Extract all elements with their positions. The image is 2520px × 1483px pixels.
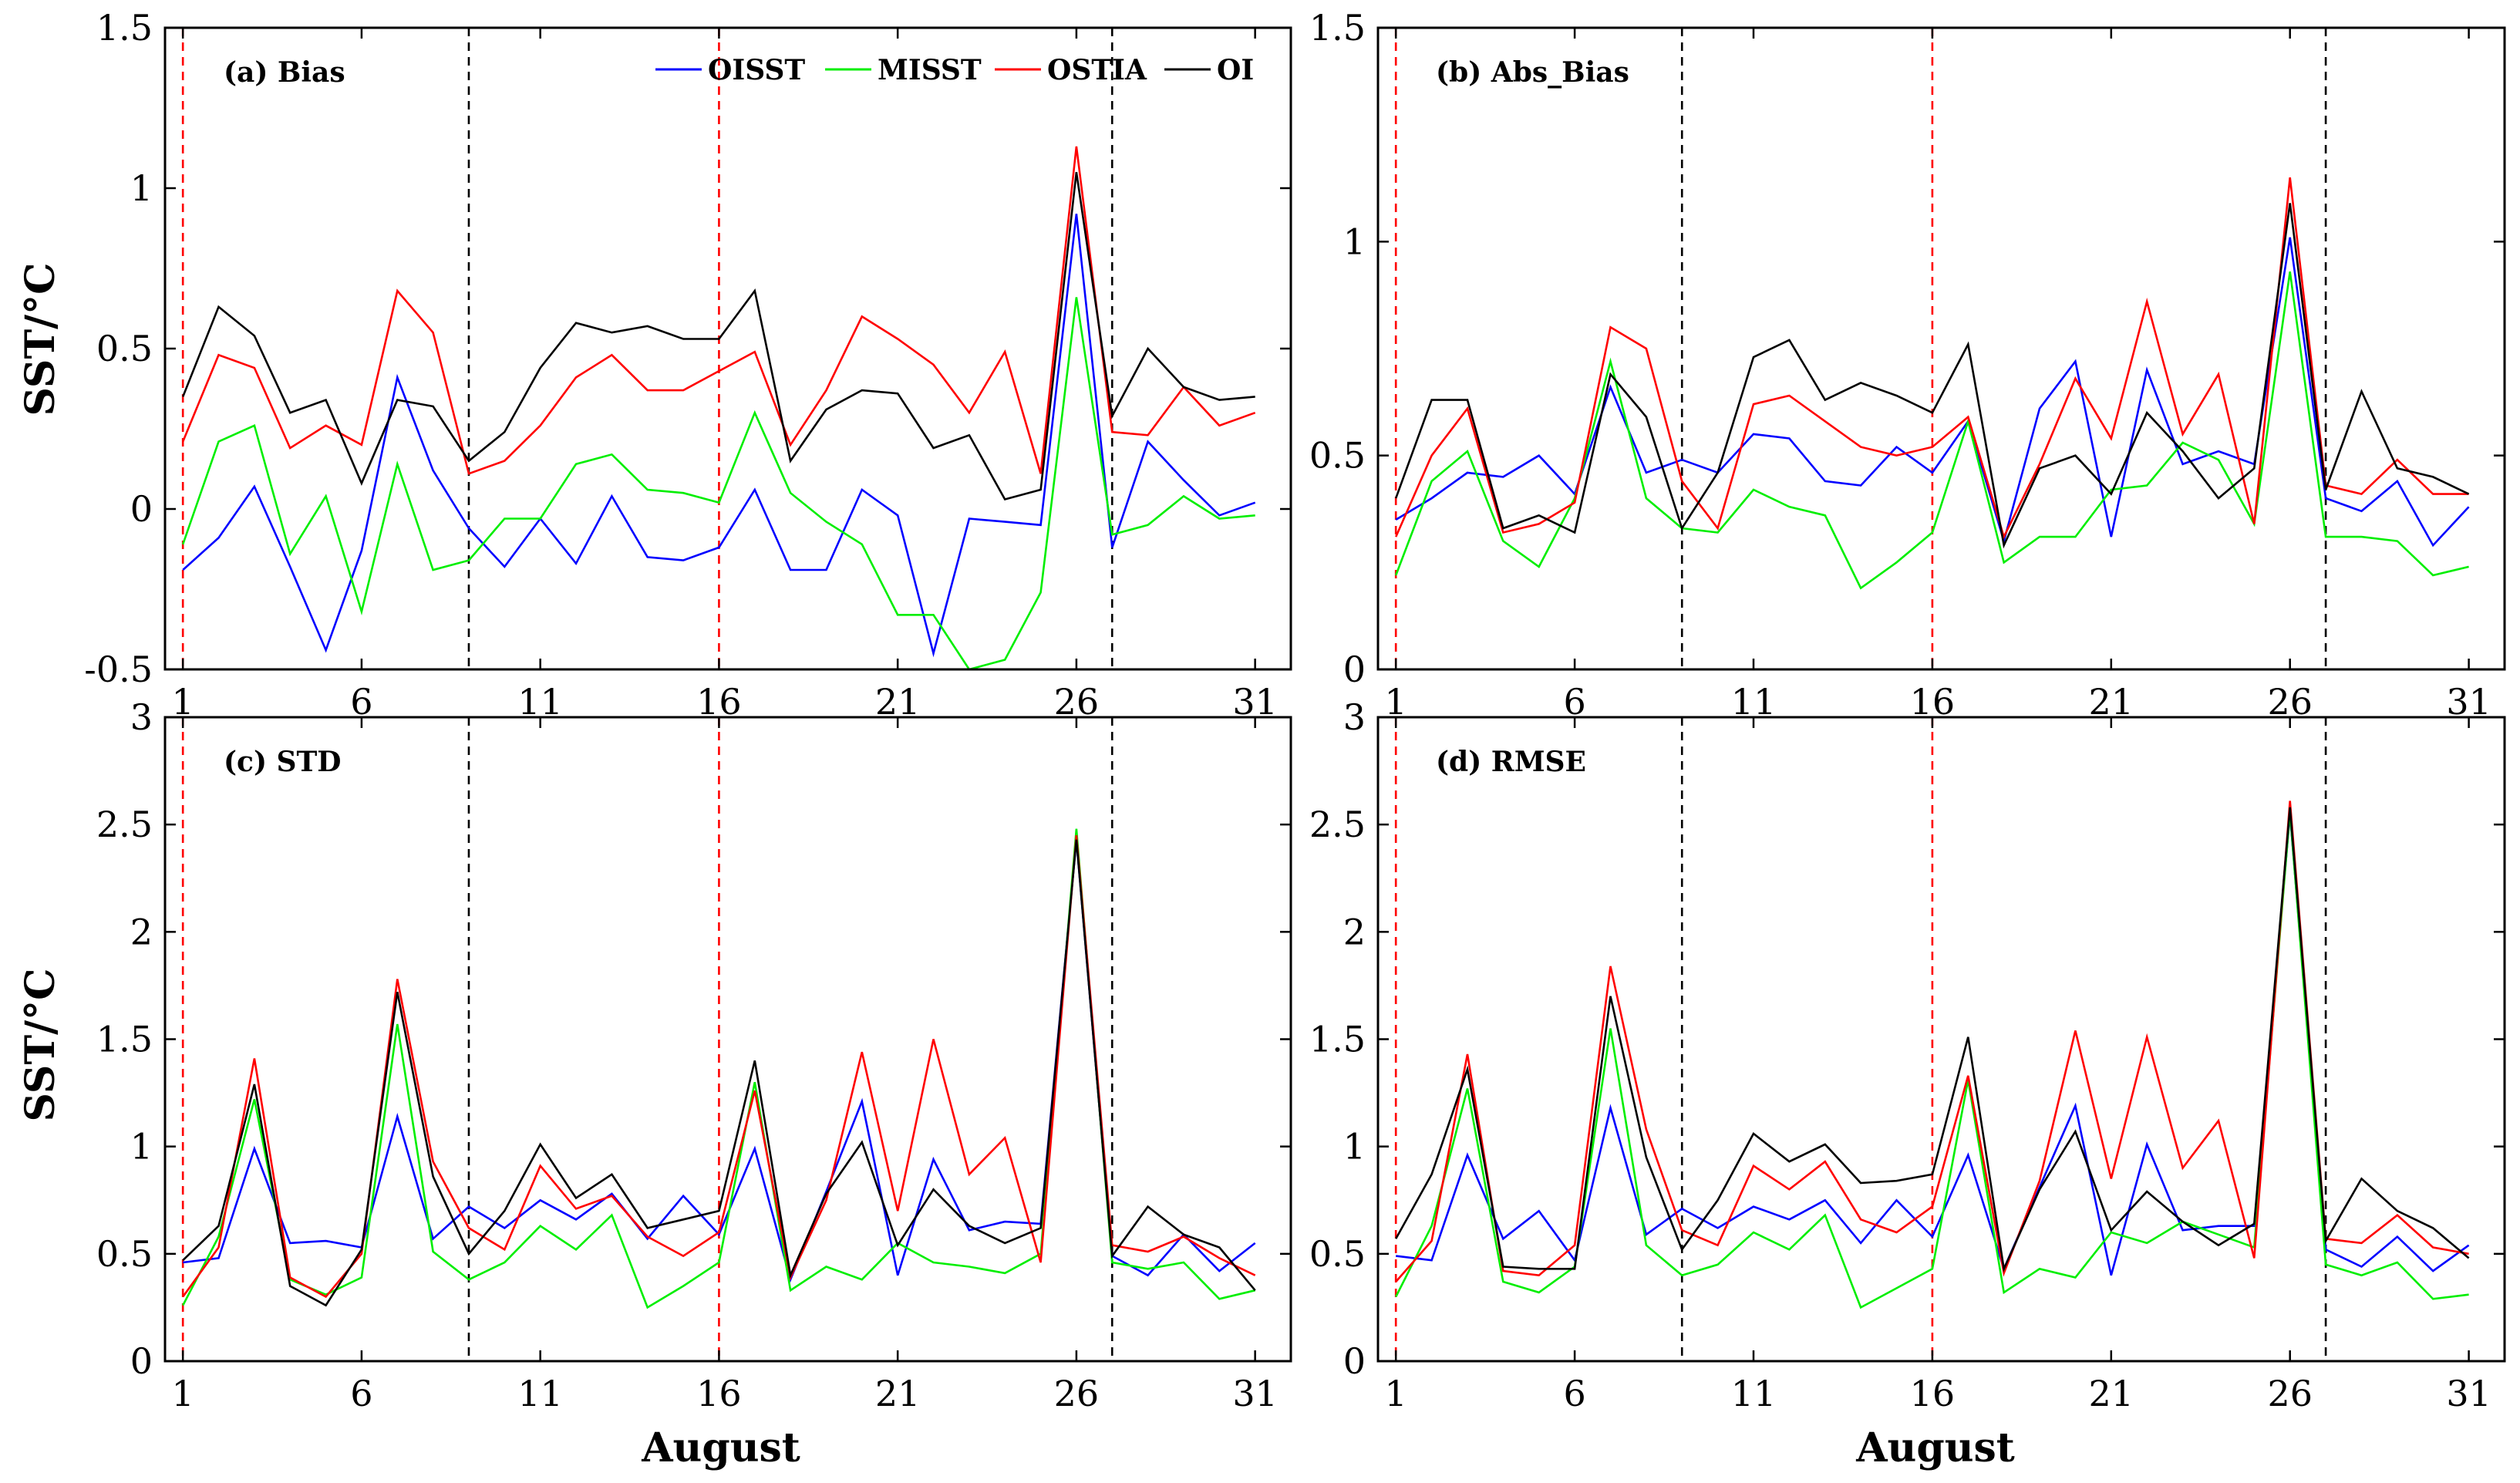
panel-c-x-tick-label: 16 bbox=[696, 1373, 742, 1414]
panel-d-y-tick-label: 1 bbox=[1343, 1126, 1366, 1168]
panel-a-x-tick-label: 31 bbox=[1232, 681, 1278, 723]
panel-d-series-oi bbox=[1395, 807, 2470, 1272]
panel-d-y-tick-label: 2.5 bbox=[1309, 804, 1366, 845]
panel-a-x-tick-label: 16 bbox=[696, 681, 742, 723]
panel-b-y-tick-label: 0.5 bbox=[1309, 435, 1366, 477]
legend-label-misst: MISST bbox=[878, 54, 982, 86]
panel-b-y-tick-label: 0 bbox=[1343, 649, 1366, 690]
panel-d-title: (d) RMSE bbox=[1436, 746, 1586, 778]
panel-a-x-tick-label: 11 bbox=[517, 681, 563, 723]
panel-b-x-tick-label: 11 bbox=[1731, 681, 1777, 723]
panel-d-x-tick-label: 11 bbox=[1731, 1373, 1777, 1414]
legend-label-oisst: OISST bbox=[708, 54, 805, 86]
panel-a-x-tick-label: 6 bbox=[350, 681, 372, 723]
panel-a-y-tick-label: 0.5 bbox=[96, 328, 153, 369]
panel-d-y-tick-label: 3 bbox=[1343, 696, 1366, 738]
panel-c-y-tick-label: 1 bbox=[130, 1126, 153, 1168]
panel-b-series-oisst bbox=[1395, 237, 2470, 548]
panel-a-series-oi bbox=[181, 172, 1255, 501]
panel-c-y-tick-label: 0 bbox=[130, 1340, 153, 1382]
panel-a-series-oisst bbox=[182, 214, 1256, 658]
panel-b-x-tick-label: 16 bbox=[1910, 681, 1956, 723]
panel-b-x-tick-label: 31 bbox=[2446, 681, 2491, 723]
panel-a-series-ostia bbox=[181, 146, 1256, 475]
panel-d-y-tick-label: 1.5 bbox=[1309, 1019, 1366, 1060]
panel-d-x-tick-label: 26 bbox=[2267, 1373, 2313, 1414]
panel-b-x-tick-label: 1 bbox=[1385, 681, 1407, 723]
panel-a-frame bbox=[163, 26, 1292, 671]
panel-a-y-tick-label: 0 bbox=[130, 488, 153, 530]
panel-a-title: (a) Bias bbox=[224, 56, 345, 89]
panel-a-x-tick-label: 26 bbox=[1054, 681, 1100, 723]
panel-d-x-tick-label: 1 bbox=[1385, 1373, 1407, 1414]
panel-b-series-ostia bbox=[1395, 177, 2469, 540]
panel-d-y-tick-label: 0 bbox=[1343, 1340, 1366, 1382]
panel-a-y-tick-label: 1 bbox=[130, 167, 153, 209]
panel-c-x-tick-label: 26 bbox=[1054, 1373, 1100, 1414]
panel-c-title: (c) STD bbox=[224, 746, 342, 778]
panel-b-y-tick-label: 1.5 bbox=[1309, 7, 1366, 49]
panel-d-y-tick-label: 0.5 bbox=[1309, 1233, 1366, 1275]
panel-b-frame bbox=[1376, 26, 2506, 671]
panel-b-title: (b) Abs_Bias bbox=[1436, 56, 1629, 89]
panel-a-y-tick-label: 1.5 bbox=[96, 7, 153, 49]
panel-c-x-tick-label: 21 bbox=[875, 1373, 921, 1414]
panel-d-x-tick-label: 16 bbox=[1910, 1373, 1956, 1414]
panel-c-y-tick-label: 2.5 bbox=[96, 804, 153, 845]
panel-c-series-oi bbox=[182, 839, 1256, 1307]
panel-d-frame bbox=[1376, 716, 2506, 1363]
panel-b-series-oi bbox=[1394, 203, 2470, 549]
legend-label-ostia: OSTIA bbox=[1047, 54, 1147, 86]
panel-c-y-tick-label: 2 bbox=[130, 911, 153, 952]
panel-c-y-tick-label: 1.5 bbox=[96, 1019, 153, 1060]
legend-label-oi: OI bbox=[1217, 54, 1254, 86]
panel-a-ylabel: SST/°C bbox=[17, 262, 64, 416]
panel-a-x-tick-label: 21 bbox=[875, 681, 921, 723]
panel-c-series-ostia bbox=[182, 834, 1256, 1299]
panel-b-y-tick-label: 1 bbox=[1343, 221, 1366, 262]
legend: OISST MISST OSTIA OI bbox=[655, 54, 1254, 86]
panel-c-y-tick-label: 3 bbox=[130, 696, 153, 738]
panel-c-x-tick-label: 31 bbox=[1232, 1373, 1278, 1414]
panel-d-y-tick-label: 2 bbox=[1343, 911, 1366, 952]
panel-a-series-misst bbox=[181, 297, 1255, 671]
panel-b-x-tick-label: 21 bbox=[2089, 681, 2134, 723]
panel-c-x-tick-label: 1 bbox=[172, 1373, 194, 1414]
panel-b-x-tick-label: 6 bbox=[1563, 681, 1585, 723]
panel-d-xlabel: August bbox=[1855, 1424, 2015, 1471]
panel-d-series-ostia bbox=[1395, 800, 2469, 1282]
panel-d-x-tick-label: 6 bbox=[1563, 1373, 1585, 1414]
panel-a-plot: 1 6 11 16 21 26 31-0.500.511.5 bbox=[84, 7, 1292, 723]
panel-a: 1 6 11 16 21 26 31-0.500.511.5 (a) Bias OISST … bbox=[84, 7, 1292, 723]
panel-c-x-tick-label: 11 bbox=[517, 1373, 563, 1414]
panel-d-x-tick-label: 31 bbox=[2446, 1373, 2491, 1414]
panel-c-x-tick-label: 6 bbox=[350, 1373, 372, 1414]
panel-c-series-misst bbox=[182, 828, 1256, 1309]
panel-b-x-tick-label: 26 bbox=[2267, 681, 2313, 723]
panel-a-x-tick-label: 1 bbox=[172, 681, 194, 723]
panel-c-xlabel: August bbox=[641, 1424, 800, 1471]
panel-d-x-tick-label: 21 bbox=[2089, 1373, 2134, 1414]
panel-a-y-tick-label: -0.5 bbox=[84, 649, 153, 690]
panel-c-y-tick-label: 0.5 bbox=[96, 1233, 153, 1275]
panel-c-ylabel: SST/°C bbox=[17, 968, 64, 1121]
